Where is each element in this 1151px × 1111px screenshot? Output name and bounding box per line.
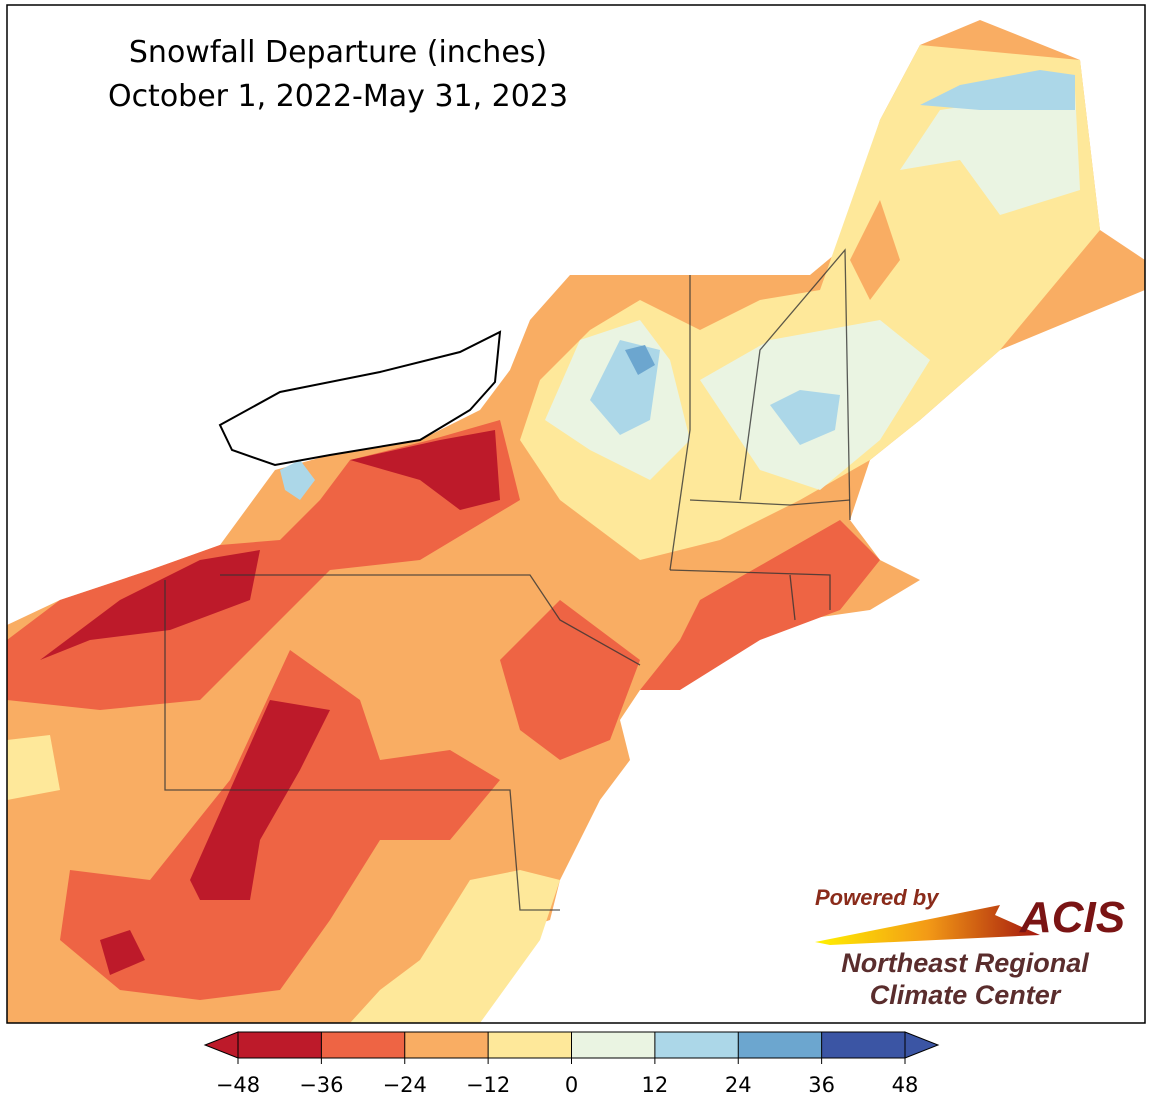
zone: [350, 870, 560, 1023]
org-line: Northeast Regional: [841, 948, 1089, 978]
map: [7, 20, 1145, 1023]
zone: [900, 90, 1080, 215]
zone: [500, 600, 640, 760]
zone: [60, 650, 500, 1000]
colorbar-under: [203, 1031, 239, 1059]
state-line: [689, 499, 851, 506]
colorbar-tick-label: −48: [216, 1073, 260, 1097]
zone: [640, 520, 880, 690]
logo-swoosh: [815, 905, 1040, 945]
state-line: [669, 569, 831, 610]
zone: [625, 345, 655, 375]
subtitle: October 1, 2022-May 31, 2023: [108, 79, 568, 114]
zone: [190, 700, 330, 900]
zone: [7, 420, 520, 710]
state-line: [220, 574, 641, 666]
colorbar-swatch: [321, 1032, 405, 1058]
colorbar-tick-label: 36: [808, 1073, 835, 1097]
zone: [350, 430, 500, 510]
acis-name: ACIS: [1019, 893, 1125, 942]
zone: [920, 70, 1075, 110]
powered-by: Powered by: [815, 885, 940, 910]
zone: [40, 550, 260, 660]
colorbar-swatch: [571, 1032, 655, 1058]
colorbar-tick-label: 0: [565, 1073, 578, 1097]
colorbar: −48 −36 −24 −12 0 12 24 36 48: [203, 1031, 940, 1097]
state-line: [789, 574, 796, 621]
zone: [7, 735, 60, 800]
zone: [280, 460, 315, 500]
state-line: [164, 580, 560, 911]
colorbar-swatch: [488, 1032, 572, 1058]
colorbar-swatch: [238, 1032, 322, 1058]
colorbar-tick-label: 24: [725, 1073, 752, 1097]
org-line: Climate Center: [870, 980, 1062, 1010]
colorbar-swatch: [654, 1032, 739, 1058]
colorbar-tick-label: −24: [383, 1073, 427, 1097]
zone: [850, 200, 900, 300]
state-line: [739, 248, 851, 521]
colorbar-over: [904, 1031, 940, 1059]
lake-ontario: [218, 330, 502, 467]
colorbar-tick-label: 12: [642, 1073, 669, 1097]
colorbar-tick-label: −12: [466, 1073, 510, 1097]
colorbar-swatch: [738, 1032, 822, 1058]
colorbar-tick-label: −36: [299, 1073, 343, 1097]
title: Snowfall Departure (inches): [129, 35, 547, 70]
colorbar-swatch: [404, 1032, 489, 1058]
state-line: [669, 275, 691, 571]
colorbar-swatch: [821, 1032, 905, 1058]
zone: [100, 930, 145, 975]
logo: Powered by ACIS Northeast Regional Clima…: [815, 885, 1125, 1010]
colorbar-tick-label: 48: [892, 1073, 919, 1097]
map-frame: [6, 4, 1146, 1024]
zone: [770, 390, 840, 445]
